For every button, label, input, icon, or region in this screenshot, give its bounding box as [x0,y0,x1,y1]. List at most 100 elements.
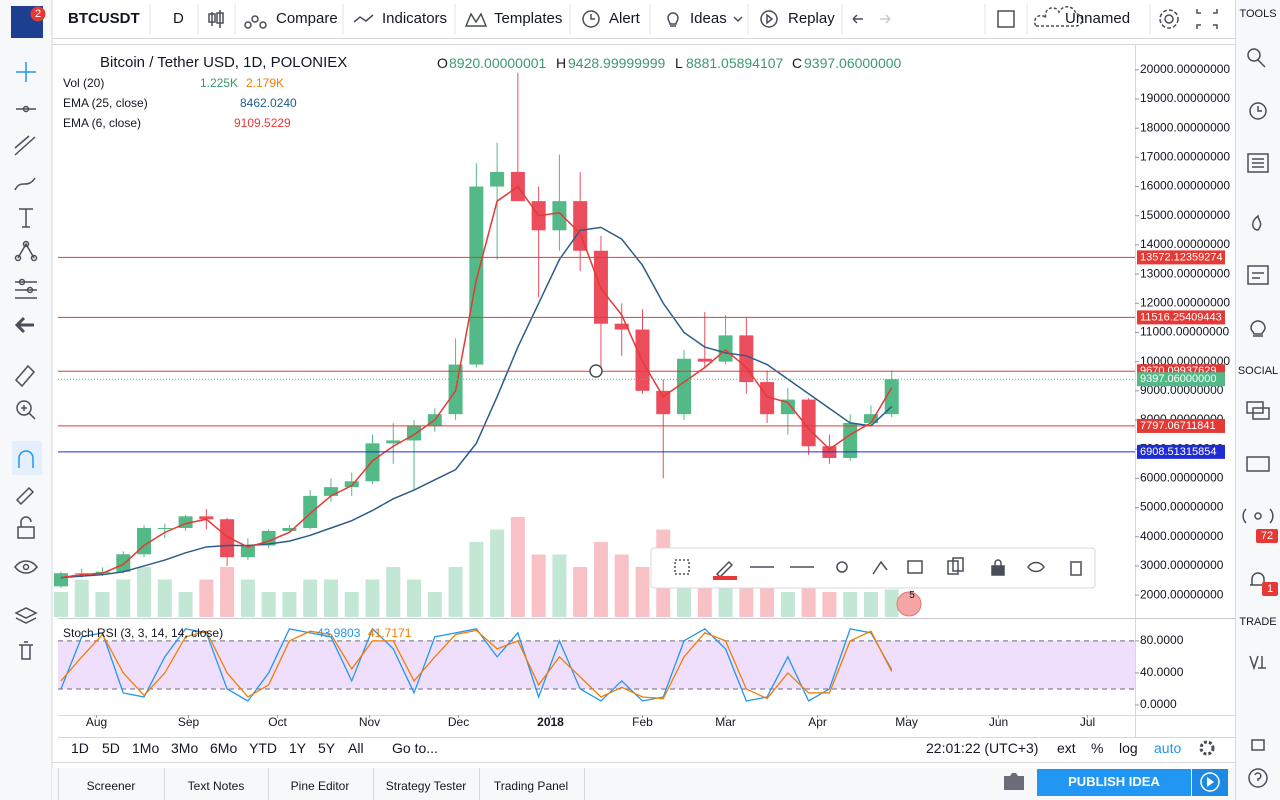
interval[interactable]: D [173,10,184,27]
ema-legend: EMA (6, close) [63,116,142,130]
y-tick-label: 3000.00000000 [1140,558,1224,572]
stoch-value: 43.9803 [317,626,361,640]
candle-body [407,425,422,441]
clock: 22:01:22 (UTC+3) [926,740,1039,756]
volume-bar [407,579,422,617]
compare-button[interactable]: Compare [276,10,338,27]
stoch-value: 41.7171 [368,626,412,640]
sidebar-icons[interactable] [1242,48,1274,788]
bottom-tab[interactable]: Screener [86,779,136,793]
y-tick-label: 80.0000 [1140,633,1184,647]
volume-bar [344,592,359,617]
x-tick-label: Feb [632,715,653,729]
range-button[interactable]: 5Y [318,740,336,756]
y-tick-label: 12000.00000000 [1140,295,1230,309]
candle-body [884,379,899,415]
range-button[interactable]: 3Mo [171,740,199,756]
publish-button[interactable] [1037,769,1191,796]
stoch-line [60,627,893,702]
volume-bar [884,589,899,617]
x-tick-label: Mar [715,715,736,729]
volume-bar [116,579,131,617]
candle-body [552,201,567,231]
ohlc-value: 8881.05894107 [686,55,784,71]
candle-body [760,382,775,415]
range-button[interactable]: 1Mo [132,740,160,756]
volume-bar [697,579,712,617]
replay-button[interactable]: Replay [788,10,835,27]
volume-bar [573,567,588,617]
x-tick-label: Nov [359,715,380,729]
range-button[interactable]: YTD [249,740,277,756]
volume-bar [240,579,255,617]
price-label-box [1137,418,1225,433]
y-tick-label: 13000.00000000 [1140,266,1230,280]
drawing-tools[interactable] [12,62,42,660]
x-tick-label: Apr [808,715,827,729]
range-button[interactable]: 1D [71,740,89,756]
volume-bar [157,579,172,617]
bottom-tab[interactable]: Trading Panel [493,779,569,793]
settings-icon[interactable] [1199,740,1215,756]
symbol[interactable]: BTCUSDT [68,10,140,27]
volume-bar [718,579,733,617]
events-flag[interactable] [896,591,922,617]
bottom-tab[interactable]: Pine Editor [290,779,350,793]
x-tick-label: Sep [178,715,200,729]
y-tick-label: 18000.00000000 [1140,120,1230,134]
chart-title: Bitcoin / Tether USD, 1D, POLONIEX [100,54,348,71]
indicators-button[interactable]: Indicators [382,10,448,27]
bottom-tab[interactable]: Text Notes [187,779,245,793]
top-separators [149,4,1151,34]
volume-bar [178,592,193,617]
candle-body [469,186,484,365]
scale-option[interactable]: % [1091,740,1104,756]
range-button[interactable]: All [348,740,364,756]
candle-body [780,399,795,415]
templates-button[interactable]: Templates [494,10,563,27]
scale-option[interactable]: auto [1154,740,1182,756]
volume-bar [593,542,608,617]
volume-bar [510,517,525,617]
ohlc-key: O [437,55,448,71]
candle-body [240,545,255,558]
x-tick-label: 2018 [537,715,564,729]
candle-body [697,358,712,362]
drawing-handle[interactable] [589,364,603,378]
x-tick-label: Oct [268,715,287,729]
candle-body [656,390,671,415]
volume-bar [780,592,795,617]
last-price-box [1137,372,1225,387]
goto-button[interactable]: Go to... [392,740,438,756]
ohlc-value: 8920.00000001 [449,55,547,71]
range-button[interactable]: 6Mo [210,740,238,756]
scale-option[interactable]: ext [1057,740,1076,756]
volume-legend: Vol (20) [63,76,105,90]
floating-toolbar[interactable] [650,547,1096,589]
candle-body [573,201,588,251]
stoch-legend: Stoch RSI (3, 3, 14, 14, close) [63,626,224,640]
bottom-tab[interactable]: Strategy Tester [385,779,467,793]
publish-label[interactable]: PUBLISH IDEA [1068,774,1160,789]
y-tick-label: 20000.00000000 [1140,62,1230,76]
range-button[interactable]: 1Y [289,740,307,756]
candle-body [801,399,816,447]
y-tick-label: 4000.00000000 [1140,529,1224,543]
volume-bar [822,592,837,617]
candle-body [677,358,692,415]
volume-bar [137,567,152,617]
candle-body [157,527,172,529]
price-label: 13572.12359274 [1140,251,1223,263]
range-button[interactable]: 5D [102,740,120,756]
badge [1262,582,1278,596]
volume-bar [74,579,89,617]
alert-button[interactable]: Alert [609,10,640,27]
candle-body [323,487,338,496]
scale-option[interactable]: log [1119,740,1138,756]
ideas-button[interactable]: Ideas [690,10,727,27]
camera-icon[interactable] [1004,773,1024,790]
volume-bar [760,579,775,617]
price-label: 6908.51315854 [1140,446,1216,458]
ema-value: 9109.5229 [234,116,291,130]
layout-name[interactable]: Unnamed [1065,10,1131,27]
